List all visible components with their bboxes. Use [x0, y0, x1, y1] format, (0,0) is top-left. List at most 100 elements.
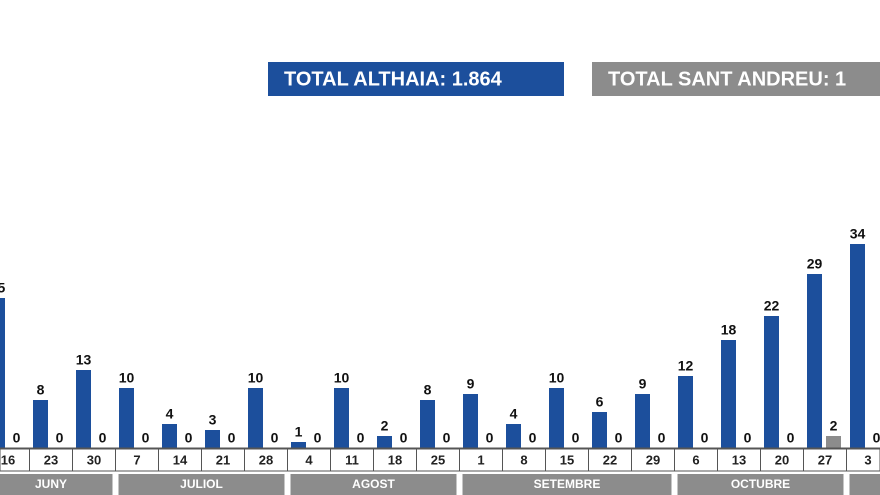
value-label: 34 [850, 226, 866, 242]
value-label: 10 [119, 370, 135, 386]
bar [377, 436, 392, 448]
value-label: 0 [787, 430, 795, 446]
value-label: 0 [99, 430, 107, 446]
value-label: 0 [572, 430, 580, 446]
month-label: SETEMBRE [534, 477, 601, 491]
value-label: 0 [13, 430, 21, 446]
x-tick-label: 25 [431, 452, 445, 467]
value-label: 0 [357, 430, 365, 446]
value-label: 0 [443, 430, 451, 446]
value-label: 10 [334, 370, 350, 386]
value-label: 4 [510, 406, 518, 422]
bar [549, 388, 564, 448]
bar [33, 400, 48, 448]
value-label: 12 [678, 358, 694, 374]
total-box [592, 62, 880, 96]
total-label: TOTAL ALTHAIA: 1.864 [284, 68, 503, 90]
value-label: 0 [185, 430, 193, 446]
x-tick-label: 3 [864, 452, 871, 467]
bar [76, 370, 91, 448]
bar [248, 388, 263, 448]
value-label: 22 [764, 298, 780, 314]
value-label: 29 [807, 256, 823, 272]
value-label: 4 [166, 406, 174, 422]
month-label: JUNY [35, 477, 67, 491]
x-tick-label: 13 [732, 452, 746, 467]
month-label: JULIOL [180, 477, 223, 491]
month-box [118, 474, 285, 495]
value-label: 0 [486, 430, 494, 446]
x-tick-label: 8 [520, 452, 527, 467]
bar [826, 436, 841, 448]
total-box [268, 62, 564, 96]
value-label: 8 [424, 382, 432, 398]
value-label: 0 [873, 430, 880, 446]
bar [506, 424, 521, 448]
bar [807, 274, 822, 448]
value-label: 9 [467, 376, 475, 392]
value-label: 3 [209, 412, 217, 428]
bar [119, 388, 134, 448]
value-label: 2 [830, 418, 838, 434]
bar [678, 376, 693, 448]
bar [162, 424, 177, 448]
x-tick-label: 21 [216, 452, 230, 467]
value-label: 25 [0, 280, 5, 296]
month-label: AGOST [352, 477, 395, 491]
value-label: 0 [744, 430, 752, 446]
value-label: 0 [615, 430, 623, 446]
value-label: 0 [271, 430, 279, 446]
x-tick-label: 27 [818, 452, 832, 467]
bar [721, 340, 736, 448]
bar [334, 388, 349, 448]
bar [205, 430, 220, 448]
x-tick-label: 22 [603, 452, 617, 467]
value-label: 10 [248, 370, 264, 386]
value-label: 6 [596, 394, 604, 410]
x-tick-label: 16 [1, 452, 15, 467]
month-box [849, 474, 880, 495]
value-label: 0 [228, 430, 236, 446]
x-tick-label: 15 [560, 452, 574, 467]
x-tick-label: 4 [305, 452, 313, 467]
x-tick-label: 18 [388, 452, 402, 467]
value-label: 18 [721, 322, 737, 338]
month-box [290, 474, 457, 495]
month-box [462, 474, 672, 495]
month-label: OCTUBRE [731, 477, 790, 491]
value-label: 13 [76, 352, 92, 368]
month-box [0, 474, 113, 495]
x-tick-label: 1 [477, 452, 484, 467]
month-box [677, 474, 844, 495]
value-label: 1 [295, 424, 303, 440]
value-label: 8 [37, 382, 45, 398]
value-label: 0 [658, 430, 666, 446]
x-tick-label: 20 [775, 452, 789, 467]
date-row [0, 448, 880, 472]
x-tick-label: 29 [646, 452, 660, 467]
bar [420, 400, 435, 448]
value-label: 0 [701, 430, 709, 446]
bar [764, 316, 779, 448]
value-label: 2 [381, 418, 389, 434]
value-label: 0 [400, 430, 408, 446]
bar [635, 394, 650, 448]
x-tick-label: 7 [133, 452, 140, 467]
x-tick-label: 14 [173, 452, 188, 467]
value-label: 0 [529, 430, 537, 446]
bar [850, 244, 865, 448]
value-label: 9 [639, 376, 647, 392]
x-tick-label: 28 [259, 452, 273, 467]
bar [0, 298, 5, 448]
x-tick-label: 23 [44, 452, 58, 467]
value-label: 0 [314, 430, 322, 446]
value-label: 10 [549, 370, 565, 386]
value-label: 0 [56, 430, 64, 446]
bar [592, 412, 607, 448]
x-tick-label: 30 [87, 452, 101, 467]
total-label: TOTAL SANT ANDREU: 1 [608, 68, 846, 90]
value-label: 0 [142, 430, 150, 446]
x-tick-label: 11 [345, 452, 359, 467]
bar [463, 394, 478, 448]
